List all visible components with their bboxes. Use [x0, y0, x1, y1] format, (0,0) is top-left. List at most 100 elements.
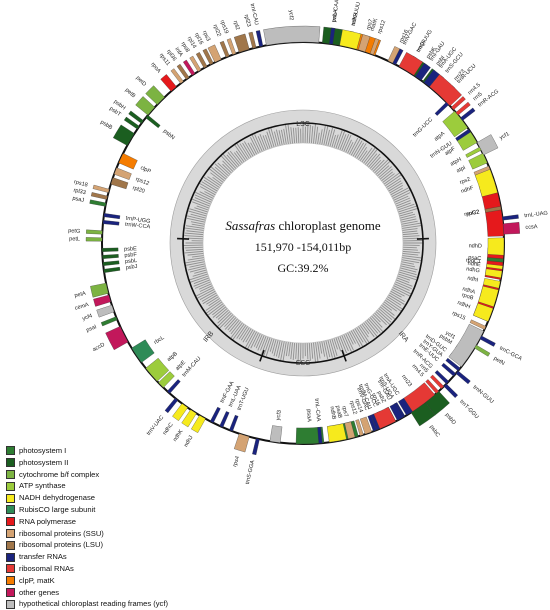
legend-swatch	[6, 529, 15, 538]
gene-block	[103, 220, 119, 225]
gene-label: psbL	[125, 258, 138, 265]
gene-label: rrn23	[400, 374, 413, 388]
gene-label: rps2	[459, 177, 471, 187]
gene-label: ycf4	[82, 313, 94, 322]
gene-label: rbcL	[153, 335, 165, 346]
legend-label: photosystem II	[19, 459, 68, 467]
gene-label: psaA	[305, 409, 311, 422]
gene-label: ndhH	[456, 300, 471, 310]
gene-label: trnS-GGA	[245, 459, 256, 485]
gene-block	[93, 185, 109, 193]
gene-block	[102, 248, 118, 252]
gene-label: cemA	[74, 302, 90, 312]
gene-label: rps4	[232, 456, 241, 468]
gene-label: trnL-UAG	[524, 210, 548, 219]
gene-block	[103, 261, 119, 266]
region-label-lsc: LSC	[296, 121, 310, 128]
legend-item: RubisCO large subunit	[6, 504, 206, 516]
gene-block	[449, 324, 484, 367]
gene-label: psaJ	[72, 196, 85, 204]
legend-item: NADH dehydrogenase	[6, 492, 206, 504]
gene-label: ndhC	[162, 422, 175, 436]
gene-block	[474, 345, 490, 356]
gene-block	[90, 283, 108, 297]
gene-label: psbD	[444, 412, 457, 426]
legend-label: ribosomal proteins (LSU)	[19, 541, 103, 549]
gene-block	[456, 371, 471, 384]
legend-swatch	[6, 446, 15, 455]
gene-label: rpl32	[467, 209, 480, 217]
legend-swatch	[6, 470, 15, 479]
gene-label: trnL-CAA	[313, 398, 321, 422]
legend-label: photosystem I	[19, 447, 66, 455]
gene-label: psbE	[124, 246, 137, 252]
gene-label: psaI	[85, 324, 97, 334]
gene-block	[86, 230, 102, 234]
gene-block	[104, 267, 120, 273]
gene-block	[252, 438, 259, 454]
legend-swatch	[6, 494, 15, 503]
gene-block	[97, 305, 115, 317]
gene-label: rps15	[451, 310, 466, 321]
legend-label: NADH dehydrogenase	[19, 494, 95, 502]
legend: photosystem I photosystem II cytochrome …	[6, 445, 206, 610]
legend-item: photosystem II	[6, 457, 206, 469]
legend-item: other genes	[6, 587, 206, 599]
gene-label: ycf1	[499, 131, 511, 141]
legend-swatch	[6, 458, 15, 467]
legend-item: ATP synthase	[6, 480, 206, 492]
gene-label: rrn16	[416, 39, 428, 53]
gene-label: atpB	[166, 351, 179, 363]
gene-block	[234, 34, 249, 52]
gene-label: petD	[134, 75, 147, 88]
gene-block	[91, 192, 107, 199]
gc-bar	[188, 238, 203, 239]
gene-label: petA	[74, 291, 87, 299]
gene-label: rpl2	[232, 20, 240, 31]
gene-label: ndhD	[469, 243, 482, 249]
gene-label: ycf2	[287, 10, 294, 21]
gene-block	[146, 115, 161, 128]
gene-label: petG	[68, 228, 80, 235]
gene-block	[480, 336, 496, 347]
gene-block	[111, 178, 128, 189]
gene-label: trnT-GGU	[458, 399, 479, 420]
gene-label: psbB	[99, 119, 113, 131]
gene-label: ndhF	[460, 185, 475, 195]
legend-label: clpP, matK	[19, 577, 55, 585]
legend-swatch	[6, 564, 15, 573]
legend-label: cytochrome b/f complex	[19, 471, 99, 479]
gene-block	[165, 398, 178, 413]
gene-label: psbC	[428, 424, 440, 438]
legend-label: hypothetical chloroplast reading frames …	[19, 600, 168, 608]
gc-bar	[403, 247, 417, 248]
legend-item: RNA polymerase	[6, 516, 206, 528]
gene-block	[93, 295, 110, 306]
legend-swatch	[6, 600, 15, 609]
legend-item: transfer RNAs	[6, 551, 206, 563]
gene-label: psbF	[124, 252, 137, 259]
gene-label: petN	[492, 356, 505, 367]
gene-block	[256, 30, 263, 46]
gene-label: trnG-UCC	[412, 117, 434, 139]
gene-block	[270, 425, 282, 442]
gene-block	[161, 74, 177, 91]
legend-swatch	[6, 553, 15, 562]
legend-label: ATP synthase	[19, 482, 66, 490]
gene-label: ndhB	[328, 406, 336, 420]
legend-label: ribosomal proteins (SSU)	[19, 530, 104, 538]
genome-gc: GC:39.2%	[278, 261, 329, 275]
gene-block	[106, 326, 129, 350]
legend-item: hypothetical chloroplast reading frames …	[6, 598, 206, 610]
gene-block	[503, 222, 520, 234]
legend-swatch	[6, 482, 15, 491]
gene-label: rpl23	[243, 14, 252, 28]
legend-swatch	[6, 588, 15, 597]
gene-label: ycf3	[276, 410, 283, 421]
gene-label: ndhK	[172, 428, 184, 442]
gene-block	[249, 32, 256, 48]
gene-block	[104, 213, 120, 219]
gene-label: ndhI	[467, 275, 479, 283]
legend-item: clpP, matK	[6, 575, 206, 587]
gene-label: ccsA	[525, 224, 538, 231]
